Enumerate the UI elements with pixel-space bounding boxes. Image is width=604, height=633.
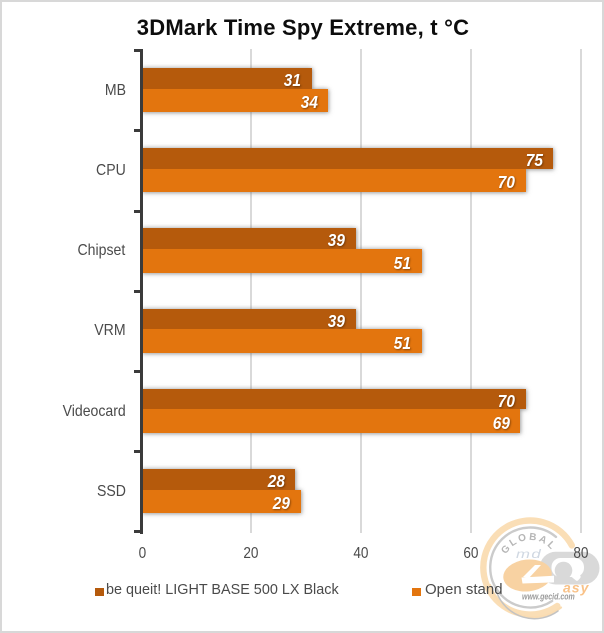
svg-text:asy: asy — [563, 580, 590, 596]
svg-text:md: md — [516, 548, 542, 561]
svg-text:www.gecid.com: www.gecid.com — [522, 590, 575, 601]
